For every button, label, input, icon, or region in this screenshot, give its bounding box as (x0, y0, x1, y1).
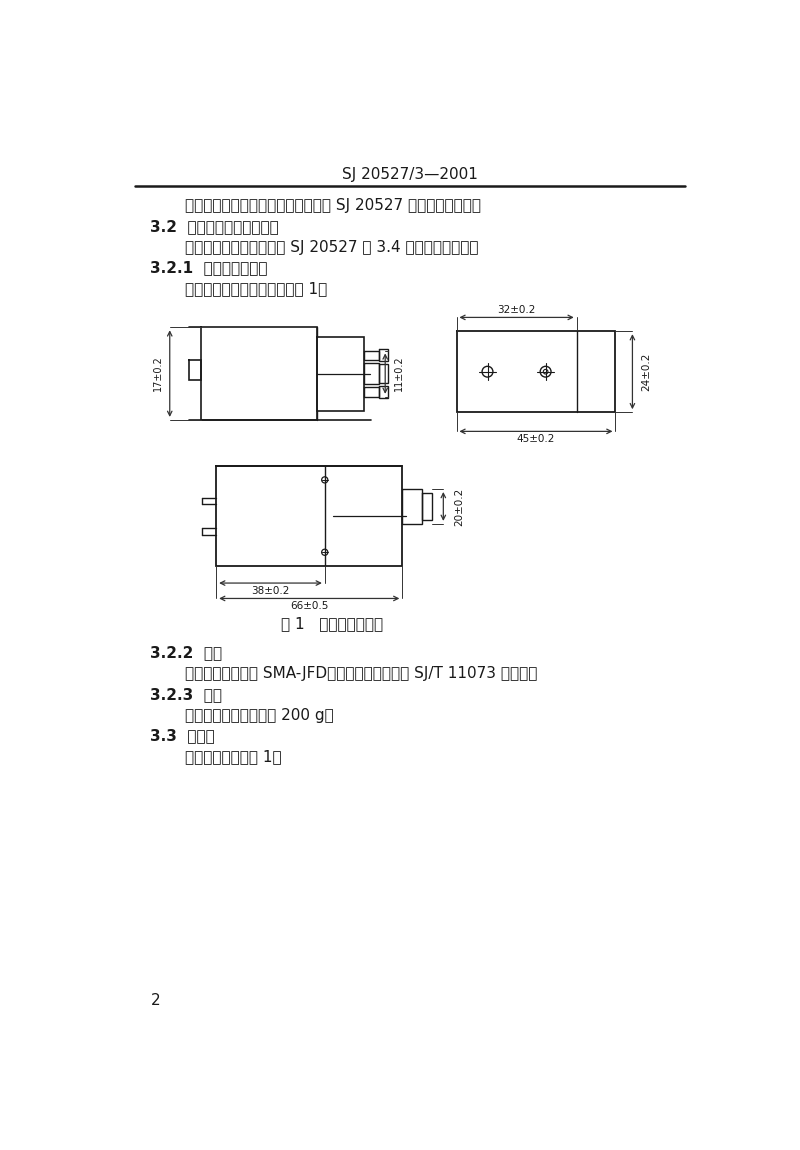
Text: 振荡器的外形结构和尺寸如图 1。: 振荡器的外形结构和尺寸如图 1。 (186, 282, 327, 297)
Text: 66±0.5: 66±0.5 (290, 601, 329, 611)
Text: 17±0.2: 17±0.2 (153, 355, 163, 391)
Text: 20±0.2: 20±0.2 (454, 488, 464, 526)
Text: 45±0.2: 45±0.2 (517, 434, 555, 444)
Text: 3.2.2  接口: 3.2.2 接口 (150, 645, 222, 660)
Text: 38±0.2: 38±0.2 (251, 585, 290, 596)
Text: 24±0.2: 24±0.2 (642, 353, 651, 391)
Text: 图 1   外形结构和尺寸: 图 1 外形结构和尺寸 (282, 616, 383, 631)
Text: 11±0.2: 11±0.2 (394, 355, 404, 391)
Text: 3.3  电特性: 3.3 电特性 (150, 729, 215, 744)
Text: 设计、结构和材料应符合 SJ 20527 第 3.4 和本规范的规定。: 设计、结构和材料应符合 SJ 20527 第 3.4 和本规范的规定。 (186, 239, 478, 254)
Text: 32±0.2: 32±0.2 (498, 305, 536, 315)
Text: 本规范规定的振荡器各项要求应符合 SJ 20527 和本规范的规定。: 本规范规定的振荡器各项要求应符合 SJ 20527 和本规范的规定。 (186, 198, 482, 213)
Text: 3.2.1  外形结构和尺寸: 3.2.1 外形结构和尺寸 (150, 260, 268, 276)
Text: 3.2.3  质量: 3.2.3 质量 (150, 687, 222, 702)
Text: 振荡器的质量应不大于 200 g。: 振荡器的质量应不大于 200 g。 (186, 707, 334, 723)
Text: 振荡器电特性如表 1。: 振荡器电特性如表 1。 (186, 750, 282, 765)
Text: 振荡器输出接口为 SMA-JFD，其技术特性应符合 SJ/T 11073 的规定。: 振荡器输出接口为 SMA-JFD，其技术特性应符合 SJ/T 11073 的规定… (186, 666, 538, 681)
Text: 2: 2 (150, 992, 160, 1007)
Text: SJ 20527/3—2001: SJ 20527/3—2001 (342, 168, 478, 183)
Text: 3.2  设计、结构和材料要求: 3.2 设计、结构和材料要求 (150, 218, 279, 233)
